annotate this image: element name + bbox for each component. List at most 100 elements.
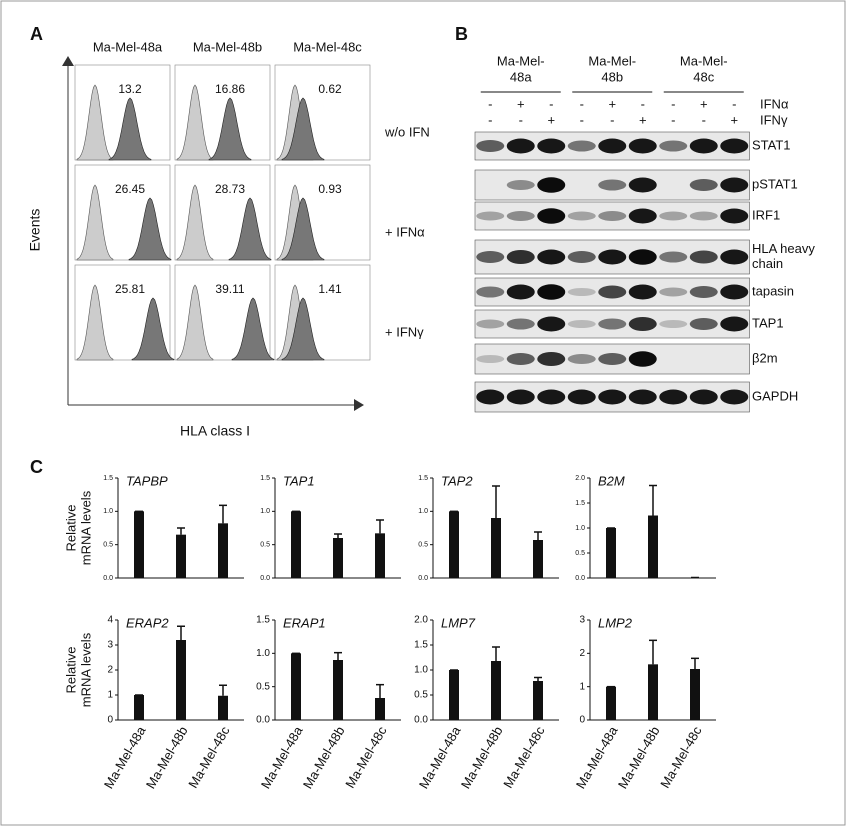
- y-tick-label: 0: [107, 715, 113, 726]
- band: [598, 389, 627, 405]
- band: [506, 353, 535, 365]
- band: [689, 286, 718, 298]
- x-tick-label: Ma-Mel-48c: [185, 723, 233, 790]
- y-tick-label: 0.0: [256, 715, 270, 726]
- band: [567, 251, 596, 263]
- y-tick-label: 1.0: [256, 648, 270, 659]
- band: [567, 320, 596, 328]
- bar: [375, 533, 385, 578]
- group-label: Ma-Mel-: [497, 53, 545, 68]
- band: [689, 211, 718, 221]
- control-peak: [76, 284, 114, 361]
- band: [659, 251, 688, 263]
- band: [506, 211, 535, 221]
- arrow: [354, 399, 364, 411]
- band: [598, 138, 627, 154]
- bar: [218, 523, 228, 578]
- bar: [491, 661, 501, 720]
- band: [628, 317, 657, 331]
- band: [598, 179, 627, 191]
- y-tick-label: 2.0: [414, 615, 428, 626]
- stained-peak: [131, 297, 175, 361]
- bar: [218, 695, 228, 720]
- band: [476, 319, 505, 329]
- y-tick-label: 3: [579, 615, 585, 626]
- percentage: 26.45: [115, 182, 145, 196]
- band: [476, 140, 505, 152]
- blot: [474, 201, 750, 231]
- band: [537, 352, 566, 366]
- bar: [176, 534, 186, 578]
- percentage: 39.11: [215, 282, 244, 296]
- treatment-sign: -: [610, 112, 614, 127]
- x-tick-label: Ma-Mel-48b: [143, 724, 191, 792]
- percentage: 1.41: [318, 282, 342, 296]
- chart-title: B2M: [598, 473, 625, 488]
- control-peak: [176, 284, 214, 361]
- row-label: w/o IFN: [384, 124, 430, 139]
- chart-title: TAPBP: [126, 473, 168, 488]
- band: [659, 287, 688, 297]
- control-peak: [176, 184, 214, 261]
- stained-peak: [108, 97, 152, 161]
- group-label: Ma-Mel-: [588, 53, 636, 68]
- treatment-sign: +: [639, 112, 647, 127]
- x-tick-label: Ma-Mel-48b: [615, 724, 663, 792]
- y-tick-label: 1.5: [575, 500, 585, 507]
- band: [628, 177, 657, 193]
- band: [659, 320, 688, 328]
- y-tick-label: 0.0: [103, 575, 113, 582]
- treatment-sign: -: [488, 96, 492, 111]
- y-tick-label: 0.5: [575, 550, 585, 557]
- treatment-sign: +: [517, 96, 525, 111]
- y-tick-label: 1.0: [260, 508, 270, 515]
- bar: [134, 695, 144, 720]
- stained-peak: [208, 97, 252, 161]
- treatment-sign: -: [488, 112, 492, 127]
- y-axis-label: Relative: [63, 647, 78, 694]
- percentage: 25.81: [115, 282, 145, 296]
- bar: [134, 511, 144, 578]
- band: [598, 318, 627, 330]
- band: [506, 250, 535, 264]
- band: [659, 211, 688, 221]
- percentage: 16.86: [215, 82, 245, 96]
- blot-label: tapasin: [752, 283, 794, 298]
- band: [628, 208, 657, 224]
- y-tick-label: 1: [107, 690, 113, 701]
- chart-title: TAP1: [283, 473, 315, 488]
- stained-peak: [281, 197, 325, 261]
- band: [476, 286, 505, 298]
- group-label: Ma-Mel-: [680, 53, 728, 68]
- chart-title: LMP7: [441, 615, 476, 630]
- band: [628, 351, 657, 367]
- y-tick-label: 1.0: [414, 665, 428, 676]
- band: [476, 389, 505, 405]
- y-tick-label: 0.0: [575, 575, 585, 582]
- stained-peak: [281, 97, 325, 161]
- band: [506, 180, 535, 190]
- band: [659, 389, 688, 405]
- y-tick-label: 1.5: [414, 640, 428, 651]
- band: [720, 284, 749, 300]
- band: [598, 285, 627, 299]
- bar: [690, 669, 700, 720]
- chart-title: ERAP2: [126, 615, 169, 630]
- band: [689, 389, 718, 405]
- treatment-sign: -: [702, 112, 706, 127]
- band: [567, 354, 596, 364]
- percentage: 0.62: [318, 82, 342, 96]
- band: [567, 288, 596, 296]
- y-axis-label: Relative: [63, 505, 78, 552]
- bar: [533, 681, 543, 720]
- y-tick-label: 0: [579, 715, 585, 726]
- bar: [375, 698, 385, 720]
- treatment-sign: -: [671, 112, 675, 127]
- chart-title: LMP2: [598, 615, 633, 630]
- percentage: 28.73: [215, 182, 245, 196]
- band: [506, 138, 535, 154]
- histogram-box: [174, 264, 271, 361]
- band: [537, 138, 566, 154]
- band: [720, 316, 749, 332]
